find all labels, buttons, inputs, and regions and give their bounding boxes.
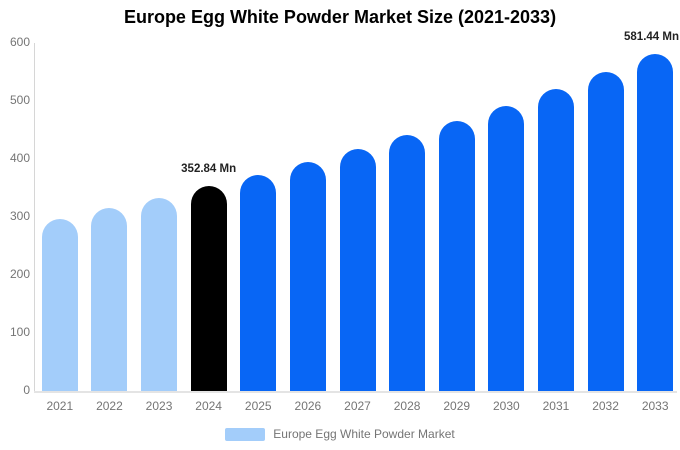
x-tick-label-2023: 2023	[145, 399, 173, 413]
bar-value-label-2024: 352.84 Mn	[181, 163, 237, 176]
x-tick-label-2021: 2021	[46, 399, 74, 413]
x-tick-label-2033: 2033	[641, 399, 669, 413]
y-axis-line	[34, 43, 35, 391]
legend[interactable]: Europe Egg White Powder Market	[0, 425, 680, 443]
bar-2021[interactable]	[41, 218, 78, 391]
y-tick-label-0: 0	[23, 383, 30, 397]
bar-2022[interactable]	[91, 208, 128, 391]
bar-value-label-2033: 581.44 Mn	[624, 30, 679, 43]
bar-2033[interactable]	[637, 53, 674, 391]
x-tick-label-2029: 2029	[443, 399, 471, 413]
bar-2031[interactable]	[537, 89, 574, 391]
y-tick-label-100: 100	[9, 325, 30, 339]
x-tick-label-2026: 2026	[294, 399, 322, 413]
x-tick-label-2032: 2032	[592, 399, 619, 413]
bar-2029[interactable]	[438, 120, 475, 391]
bar-2030[interactable]	[488, 105, 525, 391]
bar-2023[interactable]	[141, 197, 178, 391]
x-tick-label-2024: 2024	[195, 399, 222, 413]
legend-swatch[interactable]	[225, 427, 266, 441]
x-tick-label-2028: 2028	[393, 399, 421, 413]
y-tick-label-500: 500	[9, 93, 30, 107]
x-tick-label-2027: 2027	[344, 399, 371, 413]
y-tick-label-200: 200	[9, 267, 30, 281]
chart-title: Europe Egg White Powder Market Size (202…	[123, 7, 557, 27]
x-tick-label-2025: 2025	[244, 399, 272, 413]
y-tick-label-300: 300	[9, 209, 30, 223]
bar-2024[interactable]	[190, 186, 227, 391]
y-tick-label-600: 600	[9, 35, 30, 49]
y-tick-label-400: 400	[9, 151, 30, 165]
bar-2026[interactable]	[289, 162, 326, 391]
bar-2032[interactable]	[587, 72, 624, 391]
bar-2027[interactable]	[339, 149, 376, 391]
x-axis-baseline	[34, 391, 677, 393]
x-tick-label-2030: 2030	[492, 399, 520, 413]
x-tick-label-2022: 2022	[96, 399, 123, 413]
bar-2025[interactable]	[240, 174, 277, 391]
bar-2028[interactable]	[389, 135, 426, 391]
legend-label: Europe Egg White Powder Market	[273, 427, 455, 441]
x-tick-label-2031: 2031	[542, 399, 570, 413]
